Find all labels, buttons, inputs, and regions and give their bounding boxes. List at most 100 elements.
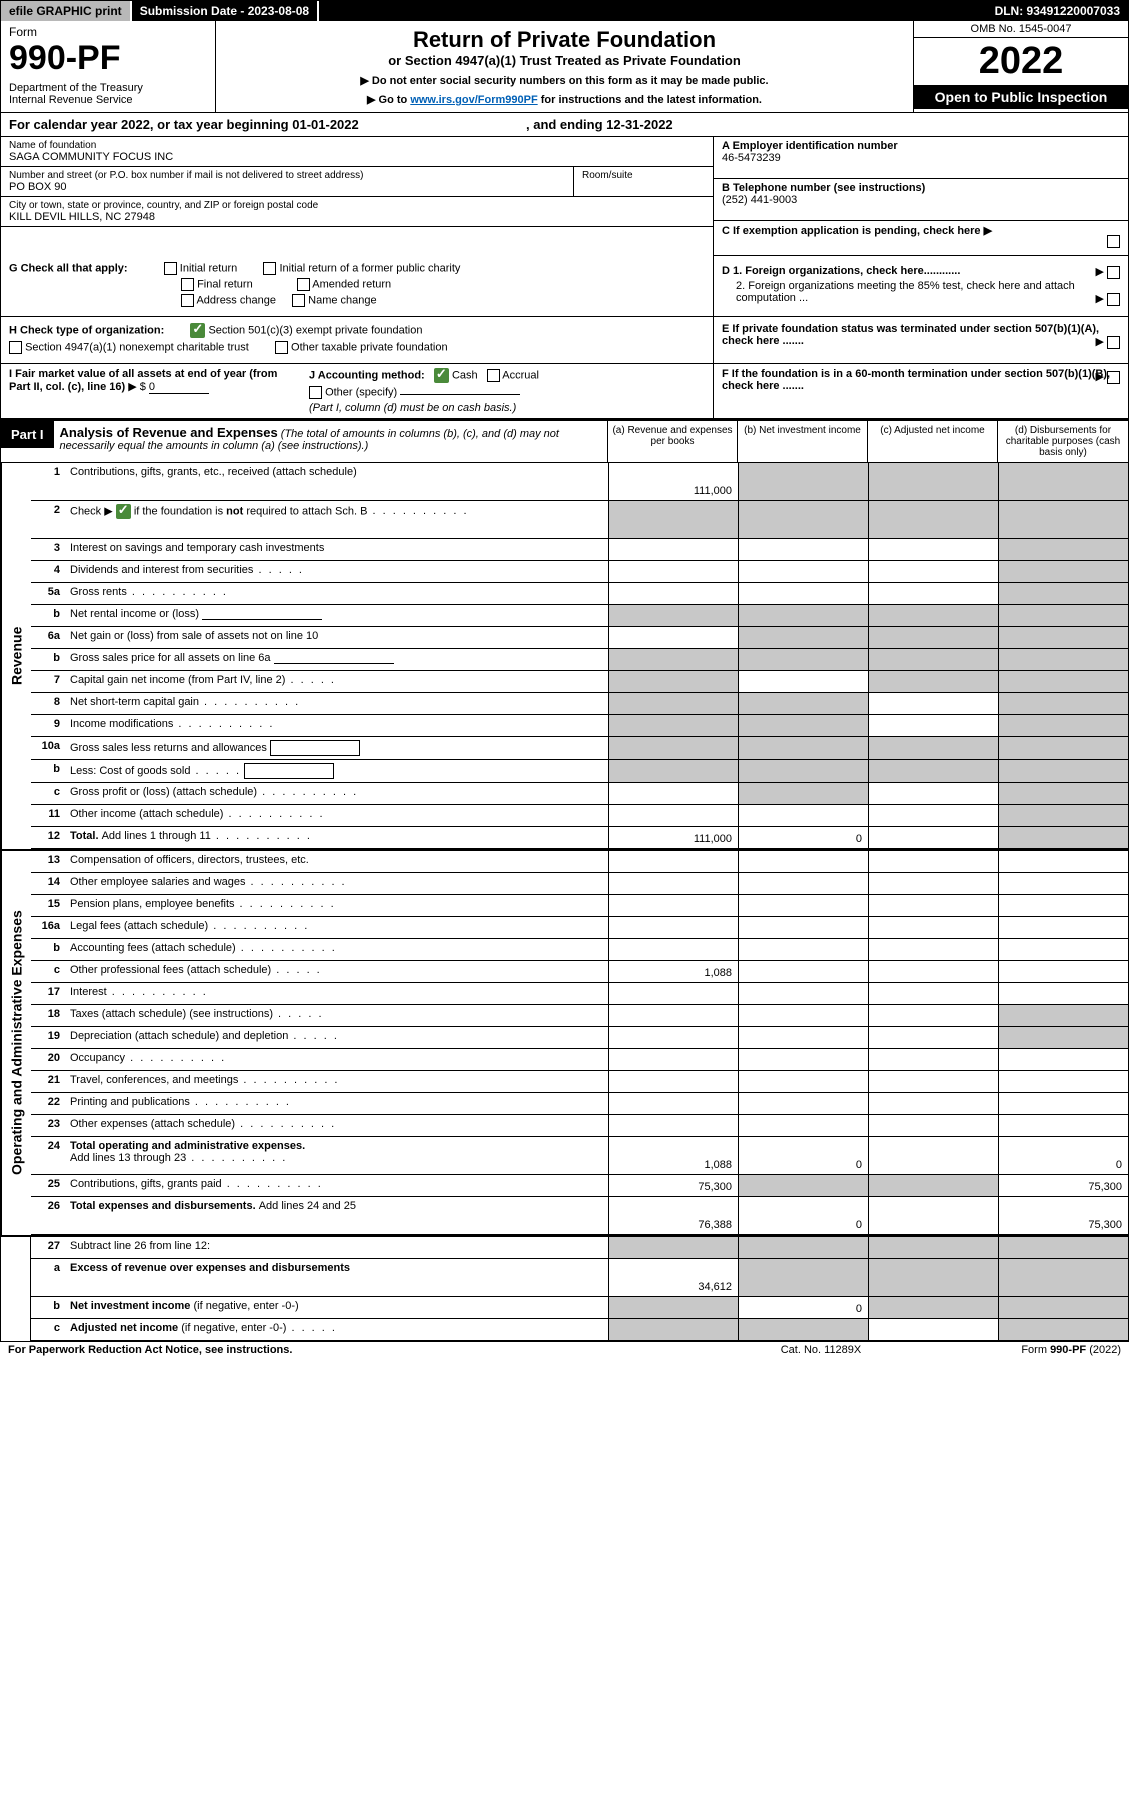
row24-a: 1,088 [608, 1137, 738, 1174]
cat-no: Cat. No. 11289X [721, 1344, 921, 1356]
city-cell: City or town, state or province, country… [1, 197, 713, 227]
g-initial-checkbox[interactable] [164, 262, 177, 275]
g-initial-former-checkbox[interactable] [263, 262, 276, 275]
table-row: bGross sales price for all assets on lin… [31, 649, 1128, 671]
net-table: 27Subtract line 26 from line 12: aExcess… [1, 1235, 1128, 1341]
name-label: Name of foundation [9, 140, 705, 151]
j-note: (Part I, column (d) must be on cash basi… [309, 402, 705, 414]
c-label: C If exemption application is pending, c… [722, 225, 992, 237]
table-row: 1Contributions, gifts, grants, etc., rec… [31, 463, 1128, 501]
table-row: 11Other income (attach schedule) [31, 805, 1128, 827]
schb-checkbox[interactable] [116, 504, 131, 519]
g-opt5: Address change [196, 294, 276, 306]
r2-b: if the foundation is [131, 505, 226, 517]
j-other: Other (specify) [325, 386, 397, 398]
r10b: Less: Cost of goods sold [70, 765, 190, 777]
ssn-note: ▶ Do not enter social security numbers o… [226, 74, 903, 87]
table-row: 3Interest on savings and temporary cash … [31, 539, 1128, 561]
j-cash-checkbox[interactable] [434, 368, 449, 383]
cal-begin: 01-01-2022 [292, 117, 359, 132]
f-label: F If the foundation is in a 60-month ter… [722, 368, 1110, 392]
table-row: 9Income modifications [31, 715, 1128, 737]
calendar-year-line: For calendar year 2022, or tax year begi… [1, 113, 1128, 137]
h-other-checkbox[interactable] [275, 341, 288, 354]
g-final-checkbox[interactable] [181, 278, 194, 291]
entity-info: Name of foundation SAGA COMMUNITY FOCUS … [1, 137, 1128, 256]
g-amended-checkbox[interactable] [297, 278, 310, 291]
e-checkbox[interactable] [1107, 336, 1120, 349]
r24a: Total operating and administrative expen… [70, 1140, 305, 1152]
table-row: 4Dividends and interest from securities [31, 561, 1128, 583]
row16c-a: 1,088 [608, 961, 738, 982]
table-row: 13Compensation of officers, directors, t… [31, 851, 1128, 873]
r23: Other expenses (attach schedule) [70, 1118, 235, 1130]
ftr-form: Form [1021, 1344, 1050, 1356]
expenses-table: Operating and Administrative Expenses 13… [1, 849, 1128, 1235]
table-row: 15Pension plans, employee benefits [31, 895, 1128, 917]
r2-d: required to attach Sch. B [243, 505, 367, 517]
expenses-side-label: Operating and Administrative Expenses [1, 851, 31, 1235]
d2-checkbox[interactable] [1107, 293, 1120, 306]
d1-checkbox[interactable] [1107, 266, 1120, 279]
row24-b: 0 [738, 1137, 868, 1174]
r16a: Legal fees (attach schedule) [70, 920, 208, 932]
d2-label: 2. Foreign organizations meeting the 85%… [736, 280, 1075, 304]
r20: Occupancy [70, 1052, 125, 1064]
form-subtitle: or Section 4947(a)(1) Trust Treated as P… [226, 53, 903, 68]
r26a: Total expenses and disbursements. [70, 1200, 259, 1212]
r26b: Add lines 24 and 25 [259, 1200, 356, 1212]
r4: Dividends and interest from securities [70, 564, 253, 576]
revenue-side-label: Revenue [1, 463, 31, 849]
i-arrow: ▶ $ [128, 381, 149, 393]
table-row: 26Total expenses and disbursements. Add … [31, 1197, 1128, 1235]
table-row: 14Other employee salaries and wages [31, 873, 1128, 895]
r27: Subtract line 26 from line 12: [66, 1237, 608, 1258]
h-4947-checkbox[interactable] [9, 341, 22, 354]
g-address-checkbox[interactable] [181, 294, 194, 307]
r2-c: not [226, 505, 243, 517]
ftr-year: (2022) [1086, 1344, 1121, 1356]
row26-a: 76,388 [608, 1197, 738, 1234]
r21: Travel, conferences, and meetings [70, 1074, 238, 1086]
irs-link[interactable]: www.irs.gov/Form990PF [410, 94, 537, 106]
j-accrual-checkbox[interactable] [487, 369, 500, 382]
h-501c3-checkbox[interactable] [190, 323, 205, 338]
section-h-e: H Check type of organization: Section 50… [1, 317, 1128, 364]
goto-prefix: ▶ Go to [367, 94, 410, 106]
r7: Capital gain net income (from Part IV, l… [70, 674, 285, 686]
table-row: bNet investment income (if negative, ent… [31, 1297, 1128, 1319]
c-checkbox[interactable] [1107, 235, 1120, 248]
row25-a: 75,300 [608, 1175, 738, 1196]
f-checkbox[interactable] [1107, 371, 1120, 384]
row1-desc: Contributions, gifts, grants, etc., rece… [66, 463, 608, 500]
table-row: cGross profit or (loss) (attach schedule… [31, 783, 1128, 805]
col-b-header: (b) Net investment income [738, 421, 868, 462]
table-row: bAccounting fees (attach schedule) [31, 939, 1128, 961]
r27c2: (if negative, enter -0-) [181, 1322, 286, 1334]
cal-mid: , and ending [526, 117, 606, 132]
table-row: 10aGross sales less returns and allowanc… [31, 737, 1128, 760]
i-value: 0 [149, 381, 209, 394]
dln: DLN: 93491220007033 [987, 1, 1128, 21]
h-opt2: Section 4947(a)(1) nonexempt charitable … [25, 341, 249, 353]
row26-b: 0 [738, 1197, 868, 1234]
j-other-checkbox[interactable] [309, 386, 322, 399]
open-public-badge: Open to Public Inspection [914, 85, 1128, 109]
row12-b: 0 [738, 827, 868, 848]
efile-print-button[interactable]: efile GRAPHIC print [1, 1, 132, 21]
g-opt1: Initial return [180, 262, 237, 274]
r14: Other employee salaries and wages [70, 876, 245, 888]
goto-suffix: for instructions and the latest informat… [538, 94, 762, 106]
table-row: 27Subtract line 26 from line 12: [31, 1237, 1128, 1259]
table-row: 12Total. Add lines 1 through 11111,0000 [31, 827, 1128, 849]
j-cash: Cash [452, 369, 478, 381]
r17: Interest [70, 986, 107, 998]
g-name-checkbox[interactable] [292, 294, 305, 307]
section-i-j-f: I Fair market value of all assets at end… [1, 364, 1128, 419]
g-opt2: Initial return of a former public charit… [279, 262, 460, 274]
r6a: Net gain or (loss) from sale of assets n… [66, 627, 608, 648]
phone-value: (252) 441-9003 [722, 194, 1120, 206]
table-row: 23Other expenses (attach schedule) [31, 1115, 1128, 1137]
e-label: E If private foundation status was termi… [722, 323, 1099, 347]
row25-d: 75,300 [998, 1175, 1128, 1196]
